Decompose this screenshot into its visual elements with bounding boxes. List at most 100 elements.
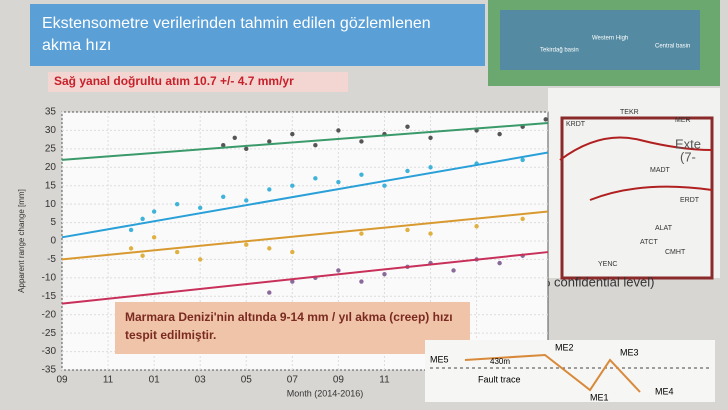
data-point [428, 165, 433, 170]
data-point [267, 139, 272, 144]
data-point [336, 268, 341, 273]
y-tick-label: -10 [42, 272, 57, 283]
station-label: MER [675, 117, 691, 124]
station-label: YENC [598, 261, 617, 268]
y-tick-label: -35 [42, 365, 57, 376]
x-tick-label: 09 [56, 375, 68, 386]
y-tick-label: -20 [42, 309, 57, 320]
note-line: tespit edilmiştir. [125, 328, 216, 342]
y-tick-label: -15 [42, 291, 57, 302]
map-frame [560, 116, 714, 280]
y-tick-label: 15 [45, 180, 57, 191]
data-point [382, 183, 387, 188]
confidence-note: (95% confidential level) [520, 274, 654, 289]
title-line: akma hızı [42, 37, 111, 54]
data-point [336, 128, 341, 133]
diagram-label: Fault trace [478, 374, 521, 384]
y-tick-label: -5 [47, 254, 56, 265]
data-point [520, 216, 525, 222]
note-text: Marmara Denizi'nin altında 9-14 mm / yıl… [125, 310, 453, 342]
data-point [405, 168, 410, 174]
trend-line [61, 122, 549, 161]
data-point [313, 142, 318, 148]
data-point [359, 172, 364, 177]
data-point [128, 227, 134, 233]
y-tick-label: 0 [50, 236, 56, 247]
station-label: ERDT [680, 197, 700, 204]
data-point [267, 246, 272, 251]
data-point [232, 135, 237, 140]
data-point [267, 290, 272, 295]
creep-diagram [425, 340, 715, 402]
diagram-path [464, 353, 641, 393]
rate-box [48, 72, 348, 92]
y-tick-label: 5 [50, 217, 56, 228]
data-point [382, 271, 387, 277]
station-label: ATCT [640, 239, 658, 246]
y-axis-title: Apparent range change [mm] [17, 189, 26, 293]
station-map [548, 88, 720, 278]
diagram-label: ME1 [590, 392, 609, 402]
data-point [267, 187, 272, 192]
data-point [451, 268, 456, 273]
data-point [497, 260, 502, 266]
inset-label: Tekirdağ basin [540, 48, 579, 54]
x-tick-label: 09 [333, 375, 345, 386]
x-tick-label: 05 [241, 375, 253, 386]
x-axis-title: Month (2014-2016) [287, 388, 364, 398]
y-tick-label: 10 [45, 199, 57, 210]
data-point [244, 198, 249, 203]
x-tick-label: 03 [195, 375, 207, 386]
station-label: ALAT [655, 225, 673, 232]
x-tick-label: 11 [379, 375, 390, 386]
title-box [30, 4, 485, 66]
fault-lines [559, 136, 713, 201]
data-point [313, 176, 318, 181]
y-tick-label: -25 [42, 328, 57, 339]
title-line: Ekstensometre verilerinden tahmin edilen… [42, 15, 431, 32]
map-text: Exte [675, 136, 701, 151]
x-tick-label: 01 [149, 375, 161, 386]
diagram-label: ME5 [430, 354, 449, 364]
data-point [221, 194, 226, 199]
diagram-label: ME3 [620, 347, 639, 357]
trend-line [61, 151, 549, 239]
data-point [474, 224, 479, 229]
map-text: (7- [680, 149, 696, 164]
data-point [221, 142, 226, 148]
data-point [520, 157, 525, 163]
station-label: KRDT [566, 121, 586, 128]
data-point [140, 253, 145, 258]
inset-sea [500, 10, 700, 70]
x-tick-label: 11 [103, 375, 114, 386]
x-tick-label: 07 [287, 375, 299, 386]
data-point [359, 279, 364, 284]
data-point [128, 246, 134, 251]
diagram-label: 430m [490, 357, 510, 366]
data-point [336, 179, 341, 185]
y-tick-label: -30 [42, 346, 57, 357]
y-tick-label: 35 [45, 107, 57, 118]
note-box [115, 302, 470, 354]
data-point [359, 231, 364, 236]
note-line: Marmara Denizi'nin altında 9-14 mm / yıl… [125, 310, 453, 324]
data-point [428, 231, 433, 236]
station-label: CMHT [665, 249, 686, 256]
data-point [174, 201, 180, 207]
data-point [197, 205, 203, 211]
data-point [497, 131, 502, 137]
data-point [244, 242, 249, 247]
data-point [290, 279, 295, 284]
inset-label: Western High [592, 36, 628, 42]
data-point [290, 249, 295, 255]
data-point [151, 209, 157, 214]
inset-label: Central basin [655, 44, 690, 50]
trend-line [61, 251, 549, 305]
rate-text: Sağ yanal doğrultu atım 10.7 +/- 4.7 mm/… [54, 74, 294, 88]
data-point [290, 183, 295, 188]
data-point [405, 227, 410, 233]
data-point [244, 146, 249, 152]
data-point [543, 117, 548, 122]
data-point [290, 131, 295, 137]
